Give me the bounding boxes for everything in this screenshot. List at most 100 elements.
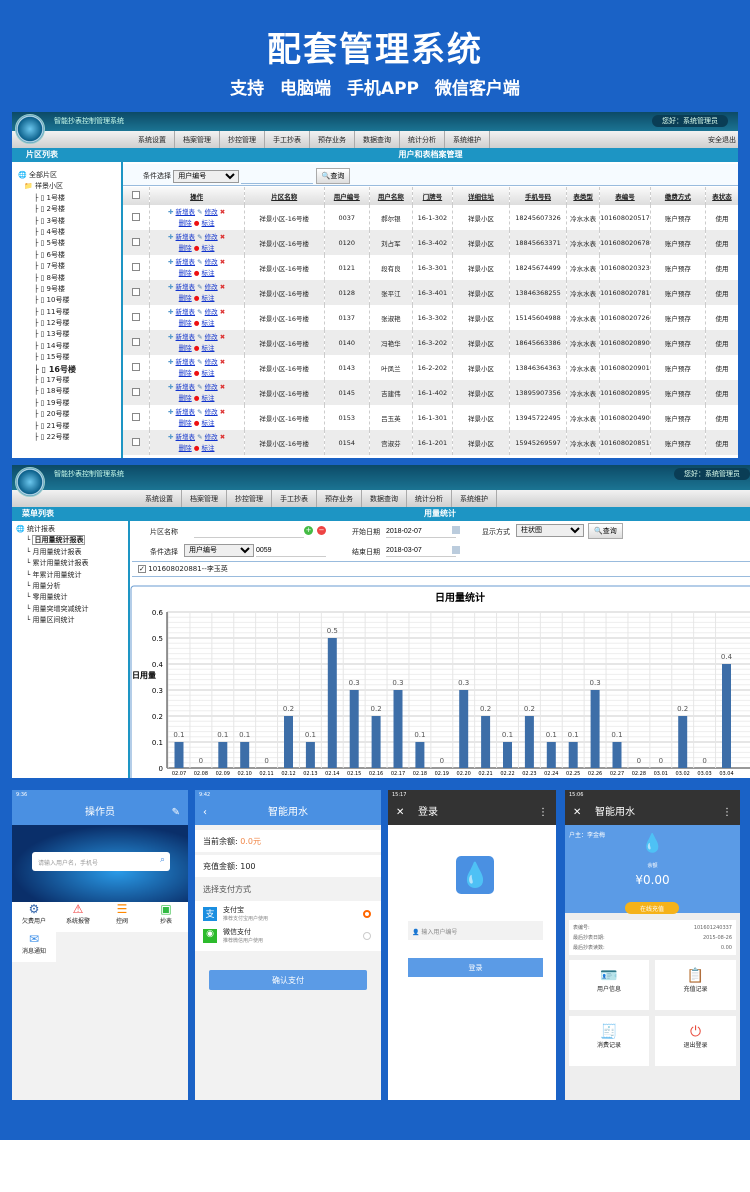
query-button[interactable]: 🔍查询 — [588, 523, 623, 539]
column-header[interactable]: 门牌号 — [412, 187, 453, 205]
tree-building[interactable]: ├ ▯ 2号楼 — [34, 205, 66, 214]
radio-selected[interactable] — [363, 910, 371, 918]
filter-select[interactable]: 用户编号 — [184, 544, 254, 557]
delete-link[interactable]: 删除 — [178, 393, 192, 402]
edit-link[interactable]: 修改 — [204, 307, 218, 316]
tree-building[interactable]: ├ ▯ 6号楼 — [34, 250, 66, 259]
user-id-input[interactable]: 👤 输入用户编号 — [408, 921, 543, 940]
column-header[interactable]: 表编号 — [599, 187, 651, 205]
tree-root[interactable]: 🌐 全部片区 — [18, 171, 57, 179]
row-checkbox[interactable] — [123, 205, 150, 230]
menu-item[interactable]: 系统设置 — [137, 490, 182, 507]
menu-item[interactable]: 数据查询 — [355, 131, 400, 148]
column-header[interactable]: 用户名称 — [369, 187, 413, 205]
column-header[interactable]: 表类型 — [566, 187, 601, 205]
calendar-icon[interactable] — [452, 526, 460, 534]
tree-building[interactable]: ├ ▯ 10号楼 — [34, 296, 70, 305]
edit-link[interactable]: 修改 — [204, 257, 218, 266]
edit-icon[interactable]: ✎ — [171, 807, 180, 818]
start-date-input[interactable] — [386, 525, 456, 538]
wechat-option[interactable]: ◉ 微信支付 推荐微信用户使用 — [203, 927, 375, 947]
new-meter-link[interactable]: 新增表 — [175, 282, 196, 291]
mark-link[interactable]: 标注 — [201, 268, 215, 277]
row-checkbox[interactable] — [123, 305, 150, 330]
close-icon[interactable]: ✕ — [573, 807, 582, 818]
tree-building[interactable]: ├ ▯ 22号楼 — [34, 432, 70, 441]
tree-building[interactable]: ├ ▯ 11号楼 — [34, 307, 70, 316]
search-icon[interactable]: ⌕ — [159, 855, 165, 865]
more-icon[interactable]: ⋮ — [722, 807, 732, 818]
tree-report[interactable]: └ 累计用量统计报表 — [26, 559, 89, 568]
alipay-option[interactable]: 支 支付宝 推荐支付宝用户使用 — [203, 905, 375, 925]
menu-item[interactable]: 数据查询 — [362, 490, 407, 507]
more-icon[interactable]: ⋮ — [538, 807, 548, 818]
delete-link[interactable]: 删除 — [178, 218, 192, 227]
tree-building[interactable]: ├ ▯ 16号楼 — [34, 364, 76, 374]
delete-link[interactable]: 删除 — [178, 318, 192, 327]
tree-building[interactable]: ├ ▯ 3号楼 — [34, 216, 66, 225]
edit-link[interactable]: 修改 — [204, 382, 218, 391]
filter-input[interactable] — [256, 544, 326, 557]
menu-item[interactable]: 系统维护 — [452, 490, 497, 507]
tile-arrears-users[interactable]: ⚙ 欠费用户 — [12, 902, 56, 932]
end-date-input[interactable] — [386, 544, 456, 557]
tile-consumption-records[interactable]: 🧾 消费记录 — [569, 1016, 649, 1066]
area-input[interactable] — [194, 525, 304, 538]
tree-building[interactable]: ├ ▯ 15号楼 — [34, 353, 70, 362]
tree-building[interactable]: ├ ▯ 4号楼 — [34, 227, 66, 236]
mark-link[interactable]: 标注 — [201, 418, 215, 427]
tree-building[interactable]: ├ ▯ 13号楼 — [34, 330, 70, 339]
tree-building[interactable]: ├ ▯ 9号楼 — [34, 284, 66, 293]
meter-checkbox[interactable]: ✓ — [138, 565, 146, 573]
confirm-pay-button[interactable]: 确认支付 — [209, 970, 367, 990]
column-header[interactable]: 操作 — [149, 187, 245, 205]
add-icon[interactable]: + — [304, 526, 313, 535]
filter-select[interactable]: 用户编号 — [173, 170, 240, 183]
tree-report[interactable]: └ 用量分析 — [26, 581, 61, 590]
menu-item[interactable]: 预存业务 — [317, 490, 362, 507]
tree-report[interactable]: └ 用量突增突减统计 — [26, 604, 89, 613]
tree-building[interactable]: ├ ▯ 18号楼 — [34, 387, 70, 396]
delete-link[interactable]: 删除 — [178, 443, 192, 452]
tile-valve-control[interactable]: ☰ 控阀 — [100, 902, 144, 932]
new-meter-link[interactable]: 新增表 — [175, 232, 196, 241]
menu-item[interactable]: 预存业务 — [310, 131, 355, 148]
row-checkbox[interactable] — [123, 380, 150, 405]
recharge-amount-row[interactable]: 充值金额: 100 — [195, 855, 381, 877]
row-checkbox[interactable] — [123, 430, 150, 455]
delete-link[interactable]: 删除 — [178, 243, 192, 252]
online-recharge-button[interactable]: 在线充值 — [625, 902, 679, 914]
tile-user-info[interactable]: 🪪 用户信息 — [569, 960, 649, 1010]
search-box[interactable]: 请输入用户名，手机号 ⌕ — [32, 852, 170, 871]
menu-item[interactable]: 抄控管理 — [227, 490, 272, 507]
login-button[interactable]: 登录 — [408, 958, 543, 977]
menu-item[interactable]: 手工抄表 — [265, 131, 310, 148]
tree-building[interactable]: ├ ▯ 12号楼 — [34, 319, 70, 328]
new-meter-link[interactable]: 新增表 — [175, 407, 196, 416]
menu-item[interactable]: 系统维护 — [445, 131, 490, 148]
menu-item[interactable]: 档案管理 — [175, 131, 220, 148]
select-all-checkbox[interactable] — [123, 187, 150, 205]
mark-link[interactable]: 标注 — [201, 243, 215, 252]
edit-link[interactable]: 修改 — [204, 207, 218, 216]
edit-link[interactable]: 修改 — [204, 407, 218, 416]
menu-item[interactable]: 统计分析 — [407, 490, 452, 507]
tile-messages[interactable]: ✉ 消息通知 — [12, 932, 56, 962]
tree-building[interactable]: ├ ▯ 8号楼 — [34, 273, 66, 282]
tree-building[interactable]: ├ ▯ 20号楼 — [34, 410, 70, 419]
query-button[interactable]: 🔍查询 — [315, 168, 351, 184]
menu-item[interactable]: 手工抄表 — [272, 490, 317, 507]
mark-link[interactable]: 标注 — [201, 293, 215, 302]
menu-item[interactable]: 档案管理 — [182, 490, 227, 507]
logout-link[interactable]: 安全退出 — [708, 136, 736, 144]
new-meter-link[interactable]: 新增表 — [175, 257, 196, 266]
row-checkbox[interactable] — [123, 280, 150, 305]
column-header[interactable]: 片区名称 — [244, 187, 325, 205]
remove-icon[interactable]: − — [317, 526, 326, 535]
menu-item[interactable]: 系统设置 — [130, 131, 175, 148]
new-meter-link[interactable]: 新增表 — [175, 332, 196, 341]
menu-item[interactable]: 抄控管理 — [220, 131, 265, 148]
edit-link[interactable]: 修改 — [204, 357, 218, 366]
row-checkbox[interactable] — [123, 405, 150, 430]
tree-building[interactable]: ├ ▯ 7号楼 — [34, 262, 66, 271]
